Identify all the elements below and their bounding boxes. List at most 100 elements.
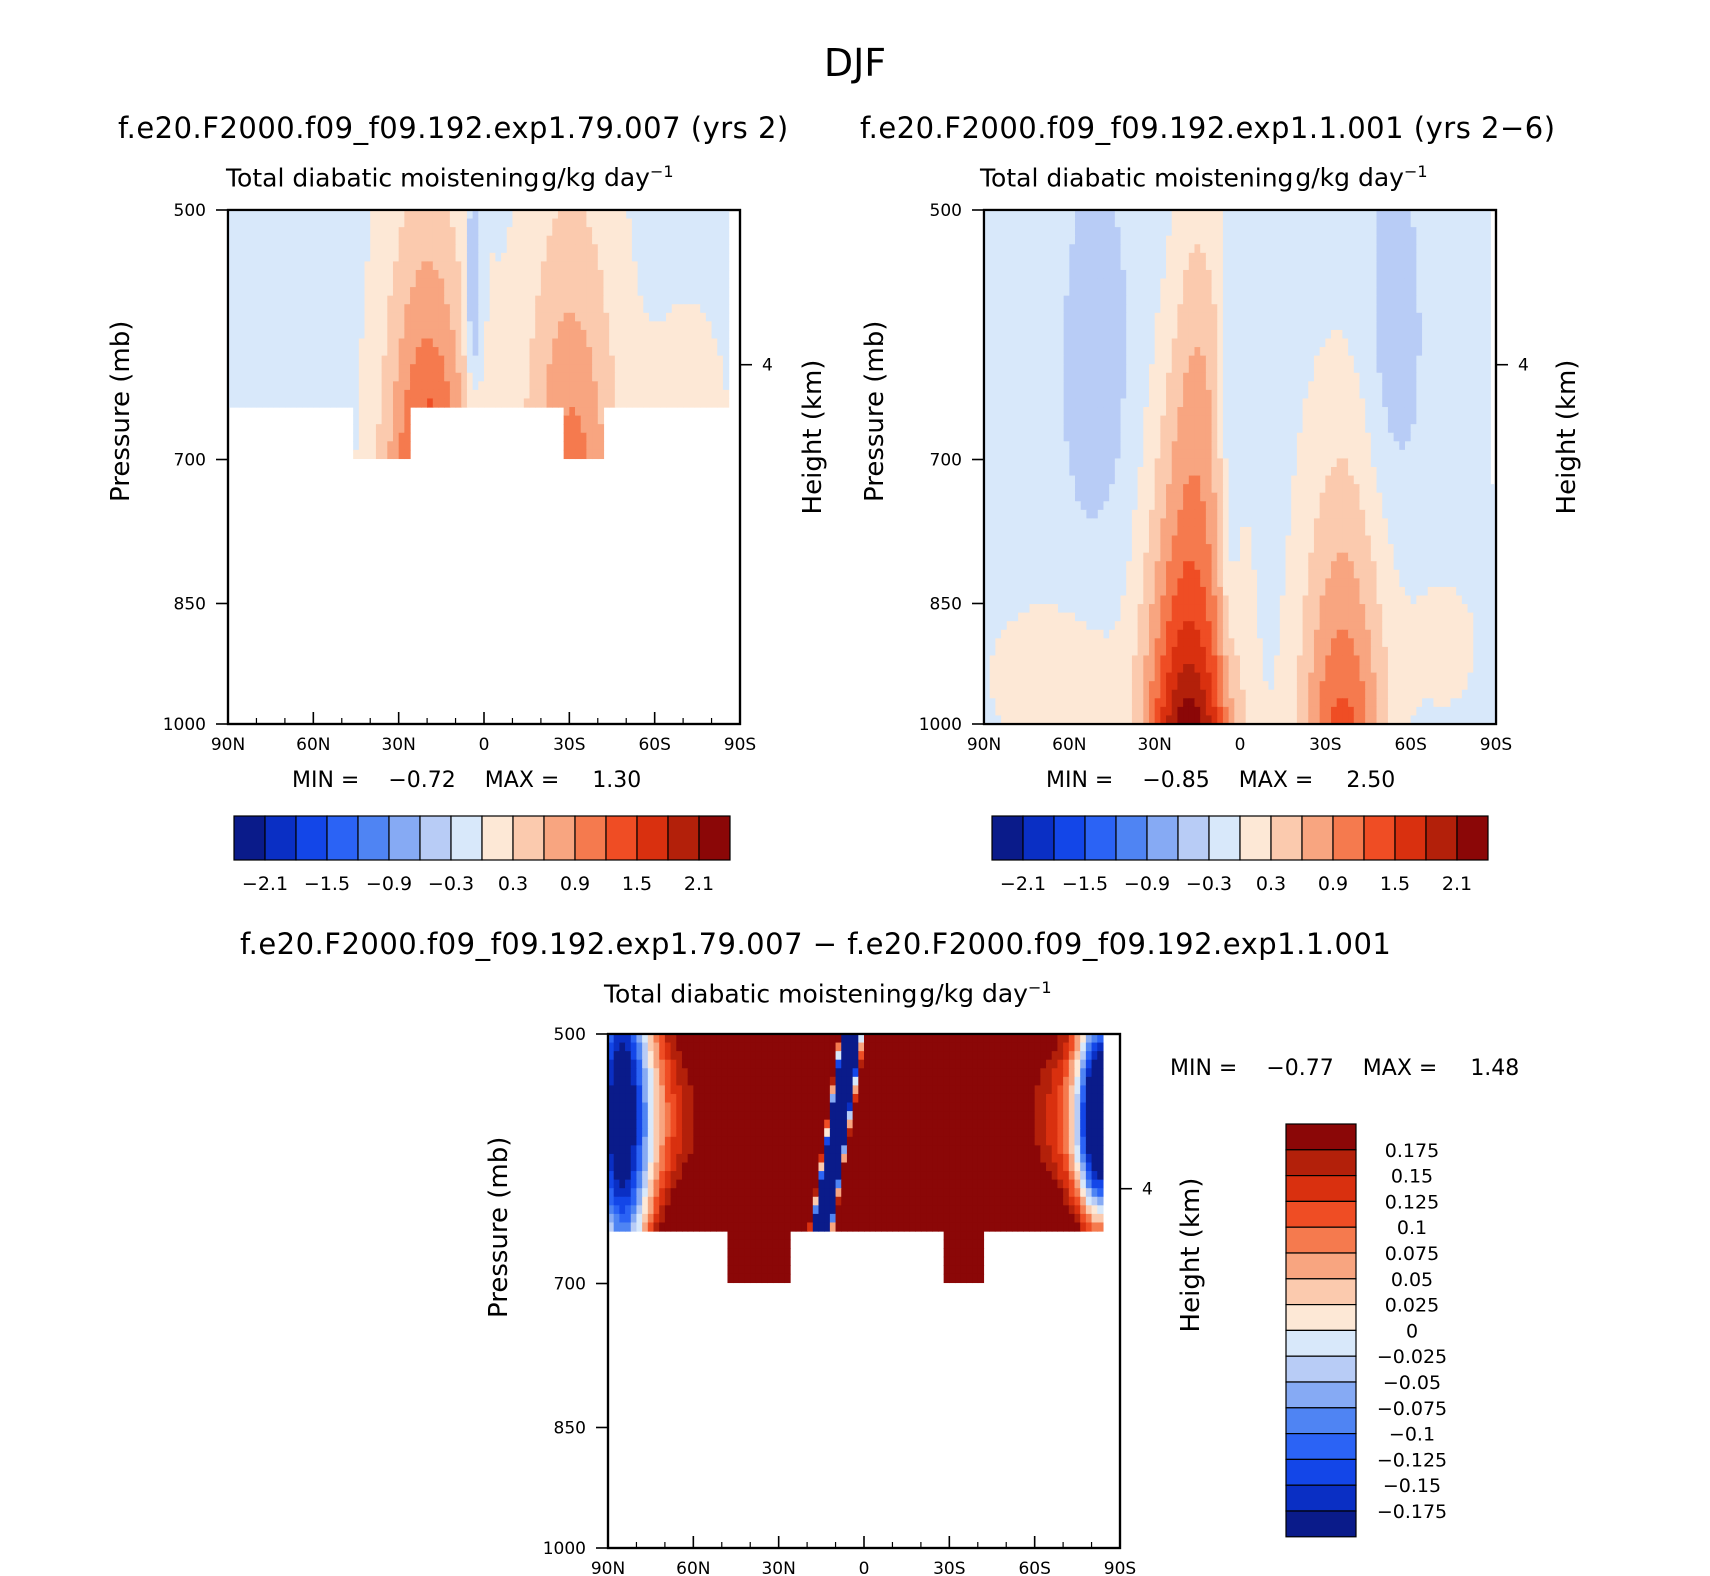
panel1-cell [239,364,246,374]
panel2-cell [1080,364,1087,374]
panel2-cell [1018,312,1025,322]
panel1-cell [597,372,605,382]
panel1-cell [421,269,428,280]
panel1-cell [387,432,394,442]
panel1-cell [358,235,366,245]
panel2-cell [1137,218,1144,228]
panel2-cell [1109,312,1116,322]
panel2-cell [1404,304,1412,314]
panel1-cell [415,210,423,220]
panel1-cell [341,355,349,365]
panel1-cell [466,355,474,365]
panel2-cell [1382,355,1389,365]
panel2-cell [1274,269,1281,280]
panel1-cell [353,244,360,254]
panel2-cell [1251,261,1258,271]
panel2-cell [1154,381,1161,391]
panel1-cell [375,398,383,408]
panel2-cell [1331,372,1338,382]
panel1-cell [245,304,252,314]
panel2-cell [1433,210,1440,220]
panel1-cell [273,398,280,408]
panel2-cell [1382,347,1389,357]
panel2-cell [1035,235,1042,245]
panel2-cell [1399,304,1406,314]
panel2-cell [1342,304,1349,314]
panel2-cell [1035,218,1042,228]
panel2-cell [1063,329,1070,340]
panel1-cell [398,372,405,382]
panel1-cell [501,210,508,220]
panel2-cell [1450,210,1457,220]
panel2-cell [1120,210,1127,220]
panel2-cell [1029,244,1036,254]
panel1-cell [307,304,314,314]
panel2-cell [1103,287,1110,297]
panel1-cell [290,389,297,400]
panel1-cell [540,389,548,400]
panel1-cell [466,227,474,237]
panel1-cell [410,329,417,340]
panel2-cell [1478,338,1486,348]
panel2-cell [1279,398,1287,408]
panel2-cell [1200,252,1207,262]
panel1-cell [677,372,684,382]
panel2-cell [1473,287,1480,297]
panel1-cell [267,295,275,305]
panel2-cell [1171,252,1179,262]
panel2-cell [1092,407,1099,417]
panel2-cell [1274,364,1281,374]
panel2-cell [1023,218,1031,228]
panel1-cell [535,321,542,331]
panel1-cell [233,389,240,400]
panel1-cell [427,244,434,254]
panel1-cell [620,287,627,297]
panel1-cell [688,235,696,245]
panel2-cell [1143,355,1150,365]
panel1-cell [324,210,331,220]
panel2-cell [1012,372,1019,382]
panel2-cell [1029,304,1036,314]
panel1-cell [370,287,377,297]
panel1-cell [336,304,343,314]
panel1-cell [677,210,684,220]
panel2-cell [1473,227,1480,237]
panel1-cell [228,398,235,408]
panel2-cell [984,287,991,297]
panel2-cell [1171,329,1179,340]
panel2-cell [1075,218,1082,228]
panel1-cell [347,269,354,280]
panel1-cell [250,269,258,280]
panel2-cell [1331,261,1338,271]
panel2-cell [1052,347,1059,357]
panel2-cell [1319,244,1326,254]
panel2-cell [1092,252,1099,262]
panel1-cell [432,244,440,254]
panel2-cell [1057,389,1065,400]
panel2-cell [1063,415,1070,425]
panel2-cell [1217,329,1224,340]
panel1-cell [586,278,593,288]
panel2-cell [1410,355,1417,365]
panel1-cell [256,304,263,314]
panel1-cell [580,381,587,391]
panel2-cell [1348,338,1355,348]
panel1-cell [472,252,479,262]
panel1-cell [449,381,457,391]
panel1-cell [319,312,326,322]
panel1-cell [290,364,297,374]
panel1-cell [387,210,394,220]
panel2-cell [995,312,1002,322]
panel2-cell [1382,304,1389,314]
panel2-cell [1143,389,1150,400]
panel2-cell [1319,278,1326,288]
panel1-cell [347,287,354,297]
panel2-cell [1188,218,1196,228]
panel1-cell [256,398,263,408]
panel1-cell [239,287,246,297]
panel2-cell [1006,415,1014,425]
panel2-cell [1188,312,1196,322]
panel1-cell [228,269,235,280]
panel1-cell [597,261,605,271]
panel1-cell [643,364,650,374]
